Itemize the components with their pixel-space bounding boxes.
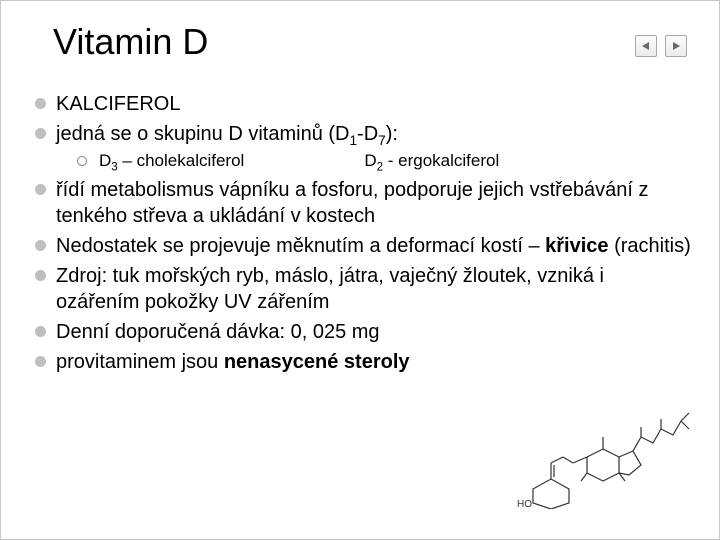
bullet-text: provitaminem jsou nenasycené steroly: [56, 349, 410, 375]
bullet-dot-icon: [35, 128, 46, 139]
bullet-item: jedná se o skupinu D vitaminů (D1-D7):: [35, 121, 691, 147]
nav-controls: [635, 35, 687, 57]
bullet-dot-icon: [35, 240, 46, 251]
slide-title: Vitamin D: [53, 21, 691, 63]
hollow-bullet-icon: [77, 156, 87, 166]
prev-slide-button[interactable]: [635, 35, 657, 57]
bullet-item: řídí metabolismus vápníku a fosforu, pod…: [35, 177, 691, 229]
bullet-item: Zdroj: tuk mořských ryb, máslo, játra, v…: [35, 263, 691, 315]
bullet-dot-icon: [35, 356, 46, 367]
triangle-right-icon: [671, 41, 681, 51]
bullet-item: KALCIFEROL: [35, 91, 691, 117]
molecule-ho-label: HO: [517, 499, 532, 509]
bullet-list: KALCIFEROL jedná se o skupinu D vitaminů …: [35, 91, 691, 375]
sub-bullet: D3 – cholekalciferolD2 - ergokalciferol: [77, 151, 691, 171]
bullet-item: Denní doporučená dávka: 0, 025 mg: [35, 319, 691, 345]
bullet-text: Denní doporučená dávka: 0, 025 mg: [56, 319, 380, 345]
bullet-text: Zdroj: tuk mořských ryb, máslo, játra, v…: [56, 263, 691, 315]
bullet-dot-icon: [35, 326, 46, 337]
sub-bullet-text: D3 – cholekalciferolD2 - ergokalciferol: [99, 151, 499, 171]
bullet-item: Nedostatek se projevuje měknutím a defor…: [35, 233, 691, 259]
bullet-dot-icon: [35, 270, 46, 281]
slide: Vitamin D KALCIFEROL jedná se o skupinu D…: [0, 0, 720, 540]
bullet-text: Nedostatek se projevuje měknutím a defor…: [56, 233, 691, 259]
bullet-text: KALCIFEROL: [56, 91, 180, 117]
bullet-item: provitaminem jsou nenasycené steroly: [35, 349, 691, 375]
molecule-diagram: HO: [511, 377, 693, 509]
bullet-text: jedná se o skupinu D vitaminů (D1-D7):: [56, 121, 398, 147]
triangle-left-icon: [641, 41, 651, 51]
bullet-dot-icon: [35, 184, 46, 195]
next-slide-button[interactable]: [665, 35, 687, 57]
bullet-dot-icon: [35, 98, 46, 109]
bullet-text: řídí metabolismus vápníku a fosforu, pod…: [56, 177, 691, 229]
